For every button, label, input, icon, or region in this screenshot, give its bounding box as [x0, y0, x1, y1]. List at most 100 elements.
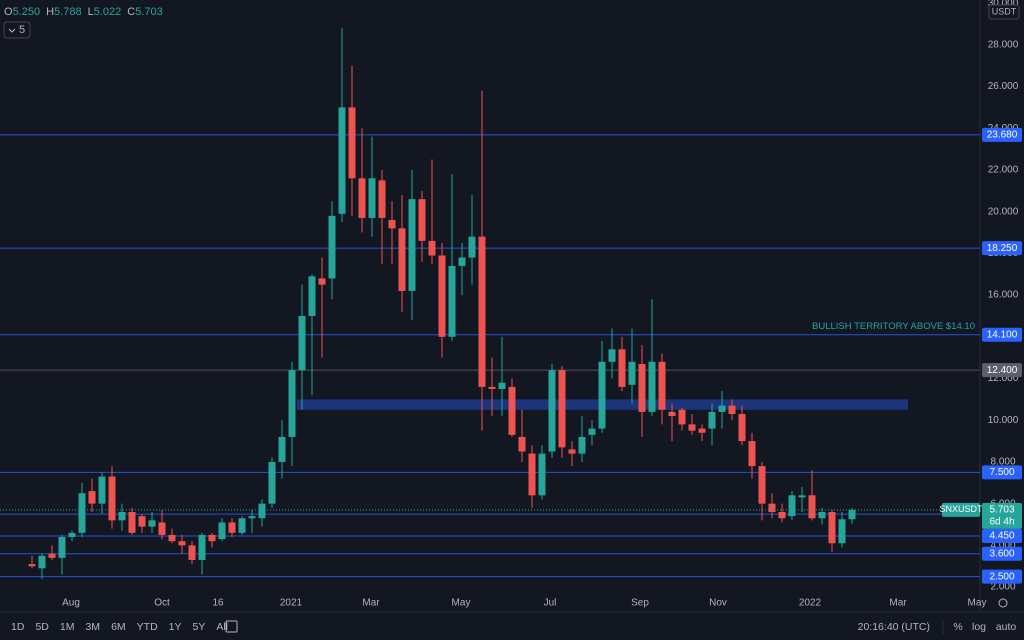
- candle-body: [748, 441, 756, 467]
- candle-body: [728, 405, 736, 414]
- candle-body: [628, 361, 636, 385]
- ohlc-header: O5.250 H5.788 L5.022 C5.703: [4, 6, 163, 18]
- candle-body: [98, 476, 106, 504]
- candle-body: [488, 386, 496, 389]
- level-price-label: 18.250: [987, 243, 1018, 254]
- candle-body: [128, 511, 136, 533]
- range-button[interactable]: 1D: [11, 621, 25, 633]
- level-price-label: 3.600: [989, 548, 1014, 559]
- range-button[interactable]: 1Y: [169, 621, 182, 633]
- x-tick-label: Oct: [154, 598, 170, 609]
- level-price-box: [982, 465, 1022, 480]
- candle-body: [798, 495, 806, 498]
- level-price-box: [982, 241, 1022, 256]
- x-tick-label: Mar: [889, 598, 907, 609]
- candle-body: [268, 461, 276, 504]
- candle-body: [288, 370, 296, 437]
- toolbar-option[interactable]: log: [972, 621, 986, 633]
- level-price-label: 2.500: [989, 571, 1014, 582]
- y-tick-label: 8.000: [990, 457, 1015, 468]
- candle-body: [458, 257, 466, 266]
- level-price-box: [982, 528, 1022, 543]
- range-button[interactable]: All: [216, 621, 228, 633]
- candle-body: [118, 511, 126, 521]
- level-price-box: [982, 546, 1022, 561]
- y-tick-label: 10.000: [988, 415, 1019, 426]
- range-button[interactable]: 1M: [60, 621, 75, 633]
- candle-body: [248, 516, 256, 519]
- y-tick-label: 22.000: [988, 165, 1019, 176]
- level-price-box: [982, 127, 1022, 142]
- candle-body: [188, 545, 196, 560]
- candle-body: [178, 541, 186, 546]
- candle-body: [228, 522, 236, 533]
- y-tick-label: 20.000: [988, 206, 1019, 217]
- candle-body: [638, 363, 646, 412]
- currency: USDT: [992, 6, 1017, 16]
- ohlc-value: 5.703: [135, 6, 163, 18]
- settings-icon[interactable]: [998, 598, 1008, 608]
- candle-body: [108, 476, 116, 521]
- ohlc-value: 5.788: [54, 6, 82, 18]
- candle-body: [258, 503, 266, 519]
- candle-body: [448, 265, 456, 337]
- candle-body: [88, 491, 96, 504]
- candle-body: [758, 466, 766, 504]
- toolbar-option[interactable]: auto: [996, 621, 1017, 633]
- toolbar-option[interactable]: %: [953, 621, 962, 633]
- level-price-box: [982, 569, 1022, 584]
- calendar-icon[interactable]: [225, 620, 238, 633]
- candle-body: [828, 511, 836, 544]
- candle-body: [238, 518, 246, 533]
- range-button[interactable]: 6M: [111, 621, 126, 633]
- x-tick-label: 16: [212, 598, 224, 609]
- annotation: BULLISH TERRITORY ABOVE $14.10: [812, 321, 975, 332]
- ohlc-value: 5.022: [94, 6, 122, 18]
- x-tick-label: May: [452, 598, 471, 609]
- candle-body: [408, 199, 416, 291]
- candle-body: [708, 411, 716, 429]
- candle-body: [698, 428, 706, 433]
- candle-body: [608, 349, 616, 362]
- level-price-label: 12.400: [987, 365, 1018, 376]
- y-tick-label: 28.000: [988, 39, 1019, 50]
- legend-toggle-box[interactable]: [3, 21, 31, 39]
- candle-body: [148, 520, 156, 527]
- y-tick-label: 12.000: [988, 373, 1019, 384]
- countdown: 6d 4h: [989, 516, 1014, 527]
- level-price-box: [982, 363, 1022, 378]
- level-price-label: 4.450: [989, 531, 1014, 542]
- range-button[interactable]: 5Y: [193, 621, 206, 633]
- ohlc-value: 5.250: [13, 6, 41, 18]
- ohlc-label: C: [127, 6, 135, 18]
- candle-body: [838, 519, 846, 544]
- y-tick-label: 26.000: [988, 81, 1019, 92]
- candle-body: [78, 493, 86, 533]
- candle-body: [438, 255, 446, 337]
- currency-box[interactable]: [988, 4, 1020, 20]
- symbol-box: [942, 502, 980, 517]
- candle-body: [618, 349, 626, 387]
- range-button[interactable]: YTD: [137, 621, 158, 633]
- candle-body: [788, 495, 796, 517]
- candle-body: [568, 449, 576, 454]
- x-tick-label: 2022: [799, 598, 822, 609]
- x-tick-label: Nov: [709, 598, 727, 609]
- candle-body: [218, 522, 226, 540]
- candle-body: [58, 537, 66, 558]
- range-button[interactable]: 5D: [35, 621, 49, 633]
- candle-body: [518, 436, 526, 452]
- candle-body: [198, 534, 206, 560]
- candle-body: [428, 240, 436, 256]
- x-tick-label: May: [968, 598, 987, 609]
- candle-body: [208, 534, 216, 542]
- candle-body: [38, 555, 46, 569]
- candle-body: [468, 236, 476, 258]
- legend-toggle[interactable]: 5: [19, 24, 25, 36]
- candle-body: [778, 511, 786, 519]
- candle-body: [318, 278, 326, 285]
- candle-body: [538, 453, 546, 496]
- ohlc-label: O: [4, 6, 13, 18]
- range-button[interactable]: 3M: [85, 621, 100, 633]
- x-tick-label: 2021: [280, 598, 303, 609]
